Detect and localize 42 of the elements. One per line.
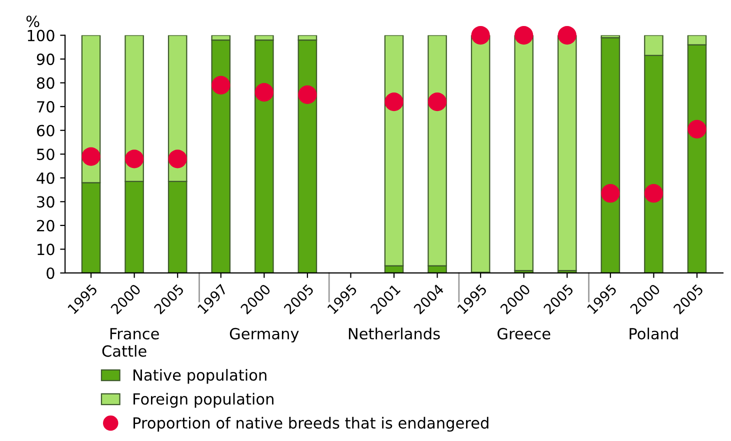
y-tick-label: 60 [36,124,54,136]
y-tick-label: 0 [46,267,54,279]
point [514,26,534,45]
bar [211,39,231,273]
y-tick-label: 70 [37,101,54,113]
point [124,150,144,168]
y-tick-label: 100 [28,30,54,42]
point [384,92,404,112]
legend-label: Foreign population [134,392,274,408]
text: Netherlands [348,328,440,340]
y-tick-label: 50 [37,148,54,160]
point [558,26,576,45]
bar [514,35,534,272]
bar [557,35,577,272]
point [601,184,620,203]
point [254,83,274,102]
text: Germany [230,328,299,342]
y-tick-label: 10 [38,244,54,256]
point [688,120,706,138]
text: France [110,328,159,340]
y-tick-label: 90 [36,54,54,66]
y-tick-label: 20 [37,220,54,232]
legend-title: Cattle [102,345,146,357]
point [644,184,664,203]
y-tick-label: 80 [36,77,54,89]
point [428,92,447,112]
bar [470,35,490,273]
text: Poland [630,328,678,340]
point [298,85,317,104]
y-axis-title: % [26,16,40,28]
bar [298,39,318,273]
legend-label: Proportion of native breeds that is endangered [134,416,488,432]
point [168,150,187,168]
point [212,76,230,95]
text: Greece [498,328,550,340]
bar [600,37,620,273]
legend-label: Native population [134,368,266,384]
y-tick-label: 40 [36,172,54,184]
point [82,147,100,166]
y-tick-label: 30 [37,196,54,208]
bar [254,39,274,273]
point [471,26,490,45]
